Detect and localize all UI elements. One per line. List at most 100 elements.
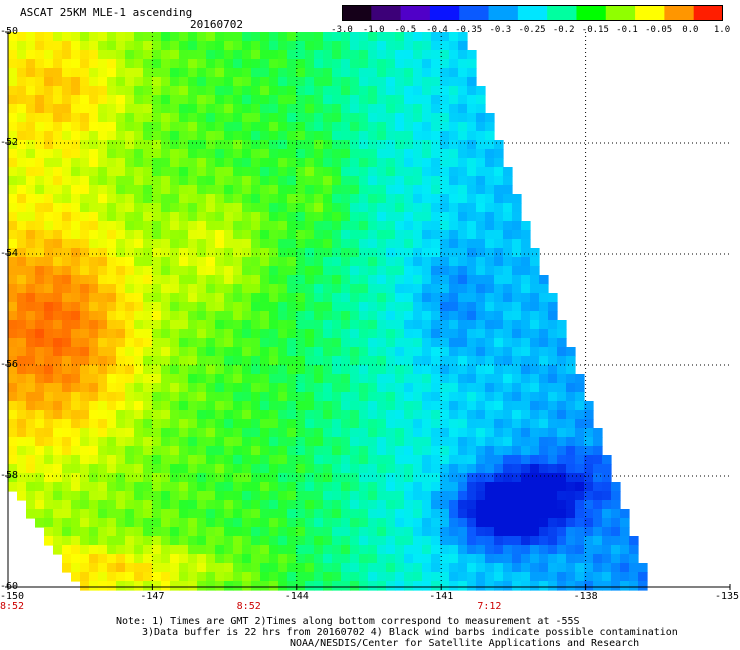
wind-cell [359,536,369,546]
wind-cell [179,464,189,474]
wind-cell [386,50,396,60]
wind-cell [287,50,297,60]
wind-cell [350,392,360,402]
wind-cell [395,266,405,276]
note-line-2: 3)Data buffer is 22 hrs from 20160702 4)… [142,627,678,638]
wind-cell [485,437,495,447]
wind-cell [278,293,288,303]
wind-cell [287,500,297,510]
wind-cell [170,428,180,438]
wind-cell [539,302,549,312]
wind-cell [332,347,342,357]
wind-cell [242,203,252,213]
wind-cell [440,32,450,42]
wind-cell [386,455,396,465]
wind-cell [620,536,630,546]
wind-cell [503,482,513,492]
wind-cell [575,473,585,483]
wind-cell [611,500,621,510]
wind-cell [71,518,81,528]
wind-cell [431,320,441,330]
wind-cell [53,374,63,384]
wind-cell [197,32,207,42]
wind-cell [323,455,333,465]
wind-cell [422,563,432,573]
wind-cell [287,275,297,285]
wind-cell [314,428,324,438]
wind-cell [494,527,504,537]
wind-cell [269,383,279,393]
wind-cell [494,230,504,240]
wind-cell [197,167,207,177]
wind-cell [377,32,387,42]
wind-cell [125,527,135,537]
wind-cell [458,527,468,537]
wind-cell [179,437,189,447]
wind-cell [251,536,261,546]
wind-cell [71,464,81,474]
wind-cell [89,41,99,51]
wind-cell [368,509,378,519]
wind-cell [368,248,378,258]
wind-cell [503,320,513,330]
wind-cell [215,50,225,60]
wind-cell [305,257,315,267]
wind-cell [71,536,81,546]
wind-cell [530,500,540,510]
wind-cell [125,374,135,384]
wind-cell [611,554,621,564]
wind-cell [296,311,306,321]
wind-cell [521,518,531,528]
wind-cell [116,401,126,411]
wind-cell [458,86,468,96]
wind-cell [62,491,72,501]
wind-cell [449,203,459,213]
wind-cell [485,239,495,249]
wind-cell [143,41,153,51]
wind-cell [296,338,306,348]
wind-cell [440,392,450,402]
wind-cell [197,563,207,573]
wind-cell [377,167,387,177]
wind-cell [197,230,207,240]
wind-cell [197,320,207,330]
wind-cell [422,194,432,204]
wind-cell [197,455,207,465]
wind-cell [134,536,144,546]
wind-cell [566,545,576,555]
wind-cell [557,320,567,330]
wind-cell [449,338,459,348]
wind-cell [188,266,198,276]
wind-cell [368,131,378,141]
wind-cell [395,311,405,321]
wind-cell [296,59,306,69]
wind-cell [53,464,63,474]
wind-cell [476,95,486,105]
wind-cell [269,239,279,249]
color-scale-swatch [693,5,723,21]
wind-cell [368,455,378,465]
wind-cell [215,320,225,330]
wind-cell [359,428,369,438]
wind-cell [269,482,279,492]
wind-cell [116,113,126,123]
wind-cell [170,41,180,51]
wind-cell [206,59,216,69]
wind-cell [188,338,198,348]
wind-cell [503,464,513,474]
wind-cell [512,473,522,483]
wind-cell [467,392,477,402]
wind-cell [125,311,135,321]
wind-cell [440,203,450,213]
wind-cell [422,68,432,78]
wind-cell [152,149,162,159]
wind-cell [467,554,477,564]
wind-cell [368,482,378,492]
wind-cell [350,302,360,312]
wind-cell [26,68,36,78]
wind-cell [503,491,513,501]
wind-cell [53,140,63,150]
wind-cell [494,194,504,204]
wind-cell [503,419,513,429]
wind-cell [170,257,180,267]
